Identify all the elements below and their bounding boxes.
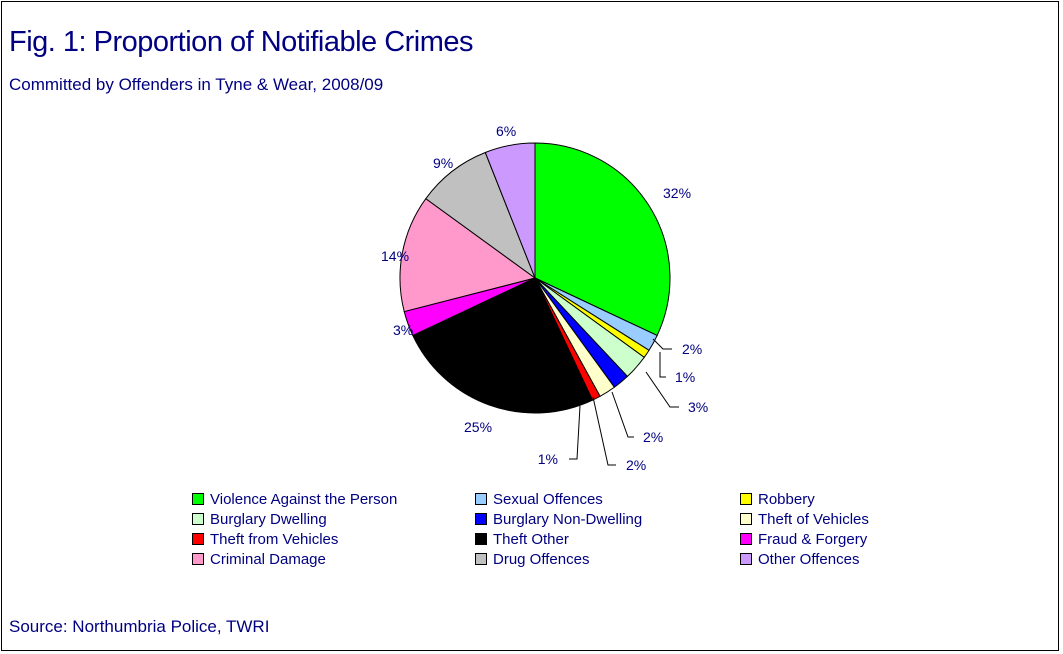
data-label-robbery: 1%: [675, 369, 695, 385]
legend-item-violence-against-the-person: Violence Against the Person: [192, 489, 397, 509]
legend-label: Criminal Damage: [210, 550, 326, 568]
legend-swatch: [475, 533, 487, 545]
legend-item-theft-from-vehicles: Theft from Vehicles: [192, 529, 338, 549]
legend-label: Sexual Offences: [493, 490, 603, 508]
data-label-burglary-dwelling: 3%: [688, 399, 708, 415]
legend-swatch: [475, 493, 487, 505]
legend-label: Drug Offences: [493, 550, 590, 568]
legend-swatch: [475, 553, 487, 565]
pie-slice-theft-other: [412, 277, 594, 414]
legend-item-robbery: Robbery: [740, 489, 815, 509]
data-label-drug-offences: 9%: [433, 155, 453, 171]
legend-swatch: [740, 493, 752, 505]
legend-label: Robbery: [758, 490, 815, 508]
data-label-other-offences: 6%: [496, 123, 516, 139]
pie-slice-other-offences: [484, 142, 536, 279]
legend-item-burglary-dwelling: Burglary Dwelling: [192, 509, 327, 529]
legend-item-fraud-and-forgery: Fraud & Forgery: [740, 529, 867, 549]
legend-label: Burglary Non-Dwelling: [493, 510, 643, 528]
leader-line-burglary-dwelling: [645, 371, 679, 408]
legend-swatch: [192, 553, 204, 565]
legend-label: Theft Other: [493, 530, 569, 548]
legend-swatch: [192, 513, 204, 525]
leader-line-robbery: [659, 352, 666, 378]
legend-swatch: [740, 533, 752, 545]
leader-line-burglary-non-dwelling: [611, 391, 634, 438]
source-note: Source: Northumbria Police, TWRI: [9, 617, 270, 636]
chart-title: Fig. 1: Proportion of Notifiable Crimes: [9, 26, 474, 58]
legend-item-sexual-offences: Sexual Offences: [475, 489, 603, 509]
legend-item-theft-other: Theft Other: [475, 529, 569, 549]
data-label-theft-other: 25%: [464, 419, 492, 435]
data-label-criminal-damage: 14%: [381, 248, 409, 264]
legend-swatch: [740, 513, 752, 525]
data-label-sexual-offences: 2%: [682, 341, 702, 357]
legend-item-other-offences: Other Offences: [740, 549, 859, 569]
legend-item-burglary-non-dwelling: Burglary Non-Dwelling: [475, 509, 642, 529]
legend-label: Fraud & Forgery: [758, 530, 868, 548]
legend-label: Theft from Vehicles: [210, 530, 339, 548]
legend-label: Other Offences: [758, 550, 860, 568]
legend-item-criminal-damage: Criminal Damage: [192, 549, 326, 569]
data-label-violence-against-the-person: 32%: [663, 185, 691, 201]
data-label-fraud-and-forgery: 3%: [393, 322, 413, 338]
legend-item-theft-of-vehicles: Theft of Vehicles: [740, 509, 869, 529]
legend-label: Theft of Vehicles: [758, 510, 869, 528]
leader-line-sexual-offences: [652, 338, 672, 350]
legend-label: Violence Against the Person: [210, 490, 398, 508]
legend-swatch: [192, 493, 204, 505]
legend-swatch: [740, 553, 752, 565]
legend-label: Burglary Dwelling: [210, 510, 327, 528]
pie-slice-criminal-damage: [399, 197, 537, 313]
pie-slice-violence-against-the-person: [534, 142, 671, 337]
chart-subtitle: Committed by Offenders in Tyne & Wear, 2…: [9, 75, 384, 94]
legend-swatch: [475, 513, 487, 525]
legend-swatch: [192, 533, 204, 545]
data-label-theft-of-vehicles: 2%: [626, 457, 646, 473]
leader-line-theft-of-vehicles: [592, 396, 616, 466]
data-label-theft-from-vehicles: 1%: [538, 451, 558, 467]
leader-line-theft-from-vehicles: [569, 405, 581, 460]
data-label-burglary-non-dwelling: 2%: [643, 429, 663, 445]
legend-item-drug-offences: Drug Offences: [475, 549, 589, 569]
